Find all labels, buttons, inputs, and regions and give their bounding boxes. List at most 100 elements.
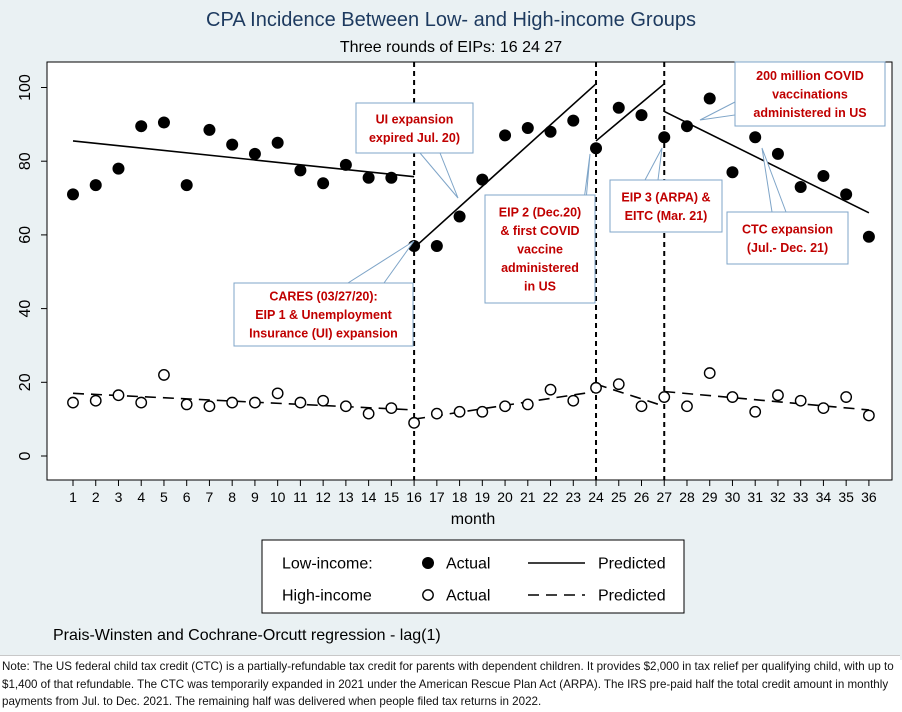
chart-canvas: CPA Incidence Between Low- and High-inco… bbox=[17, 9, 893, 644]
x-tick-label: 32 bbox=[770, 489, 786, 505]
x-tick-label: 10 bbox=[270, 489, 286, 505]
x-tick-label: 5 bbox=[160, 489, 168, 505]
low-income-actual-point bbox=[567, 114, 580, 127]
x-tick-label: 27 bbox=[656, 489, 672, 505]
low-income-actual-point bbox=[794, 180, 807, 193]
high-income-actual-point bbox=[317, 394, 330, 407]
high-income-actual-point bbox=[430, 407, 443, 420]
high-income-actual-point bbox=[294, 396, 307, 409]
low-income-actual-point bbox=[612, 101, 625, 114]
x-tick-label: 14 bbox=[361, 489, 377, 505]
low-income-actual-point bbox=[203, 123, 216, 136]
annotation-line: administered bbox=[501, 261, 579, 275]
chart-subtitle: Three rounds of EIPs: 16 24 27 bbox=[340, 39, 562, 56]
low-income-actual-point bbox=[339, 158, 352, 171]
high-income-predicted-line bbox=[72, 392, 415, 411]
low-income-actual-point bbox=[294, 164, 307, 177]
annotation-text: CARES (03/27/20): EIP 1 & Unemployment Ins… bbox=[249, 290, 398, 341]
regression-footnote: Prais-Winsten and Cochrane-Orcutt regres… bbox=[53, 627, 441, 644]
low-income-actual-point bbox=[521, 122, 534, 135]
legend-marker-filled bbox=[422, 557, 434, 569]
x-tick-label: 15 bbox=[384, 489, 400, 505]
low-income-actual-point bbox=[544, 125, 557, 138]
annotation-line: EIP 2 (Dec.20) bbox=[499, 206, 581, 220]
high-income-actual-point bbox=[158, 369, 170, 381]
annotation-line: EITC (Mar. 21) bbox=[625, 209, 708, 223]
low-income-actual-point bbox=[771, 147, 784, 160]
legend-row-label: Low-income: bbox=[282, 556, 373, 573]
high-income-actual-point bbox=[749, 405, 762, 418]
annotation-line: & first COVID bbox=[500, 224, 579, 238]
annotation-text: EIP 3 (ARPA) & EITC (Mar. 21) bbox=[621, 190, 710, 223]
legend-box bbox=[261, 539, 685, 614]
annotation-line: Insurance (UI) expansion bbox=[249, 327, 398, 341]
low-income-actual-point bbox=[112, 162, 125, 175]
x-tick-label: 31 bbox=[747, 489, 763, 505]
high-income-actual-point bbox=[612, 378, 625, 391]
low-income-actual-point bbox=[180, 179, 193, 192]
high-income-actual-point bbox=[453, 405, 466, 418]
callout-box bbox=[734, 61, 886, 127]
annotation-line: CARES (03/27/20): bbox=[269, 290, 377, 304]
annotation-line: administered in US bbox=[753, 106, 866, 120]
x-tick-label: 23 bbox=[565, 489, 581, 505]
legend-row-label: High-income bbox=[282, 588, 372, 605]
low-income-actual-point bbox=[67, 188, 79, 201]
chart-title: CPA Incidence Between Low- and High-inco… bbox=[206, 9, 696, 31]
x-tick-label: 3 bbox=[115, 489, 123, 505]
high-income-actual-point bbox=[863, 409, 875, 422]
low-income-predicted-line bbox=[595, 83, 665, 142]
low-income-actual-point bbox=[317, 177, 330, 190]
low-income-actual-point bbox=[749, 131, 762, 144]
x-tick-label: 2 bbox=[92, 489, 100, 505]
x-tick-label: 21 bbox=[520, 489, 536, 505]
annotation-line: CTC expansion bbox=[742, 222, 833, 236]
low-income-actual-point bbox=[89, 179, 102, 192]
x-tick-label: 4 bbox=[137, 489, 145, 505]
callout-box bbox=[355, 102, 474, 154]
low-income-actual-point bbox=[226, 138, 239, 151]
annotation-line: EIP 1 & Unemployment bbox=[255, 308, 392, 322]
high-income-actual-point bbox=[408, 416, 420, 429]
high-income-actual-point bbox=[203, 400, 216, 413]
low-income-actual-point bbox=[840, 188, 853, 201]
x-tick-label: 24 bbox=[588, 489, 604, 505]
low-income-actual-point bbox=[453, 210, 466, 223]
low-income-predicted-line bbox=[72, 140, 415, 178]
low-income-predicted-line bbox=[413, 83, 597, 249]
low-income-actual-point bbox=[385, 171, 398, 184]
legend-item-label: Predicted bbox=[598, 588, 666, 605]
y-tick-label: 0 bbox=[17, 451, 34, 460]
high-income-actual-point bbox=[271, 387, 284, 400]
low-income-actual-point bbox=[635, 109, 648, 122]
low-income-actual-point bbox=[862, 230, 875, 243]
high-income-actual-point bbox=[703, 367, 716, 379]
high-income-actual-point bbox=[567, 394, 580, 407]
high-income-actual-point bbox=[544, 383, 557, 396]
annotation-text: EIP 2 (Dec.20) & first COVID vaccine admini… bbox=[499, 206, 581, 294]
annotation-text: 200 million COVID vaccinations administere… bbox=[753, 69, 866, 120]
legend-item-label: Actual bbox=[446, 556, 490, 573]
x-tick-label: 25 bbox=[611, 489, 627, 505]
callout-box bbox=[484, 194, 596, 304]
low-income-actual-point bbox=[248, 147, 261, 160]
legend-marker-hollow bbox=[422, 589, 434, 601]
y-tick-label: 20 bbox=[17, 373, 34, 391]
x-tick-label: 28 bbox=[679, 489, 695, 505]
high-income-actual-point bbox=[135, 396, 148, 409]
high-income-actual-point bbox=[499, 400, 511, 413]
x-tick-label: 13 bbox=[338, 489, 354, 505]
x-tick-label: 7 bbox=[206, 489, 214, 505]
high-income-actual-point bbox=[180, 398, 193, 411]
legend-item-label: Actual bbox=[446, 588, 490, 605]
low-income-actual-point bbox=[726, 166, 739, 179]
high-income-actual-point bbox=[112, 389, 125, 402]
x-tick-label: 36 bbox=[861, 489, 877, 505]
y-tick-label: 80 bbox=[17, 152, 34, 170]
high-income-actual-point bbox=[772, 389, 784, 402]
x-tick-label: 29 bbox=[702, 489, 718, 505]
high-income-actual-point bbox=[794, 394, 807, 407]
footnote-note: Note: The US federal child tax credit (C… bbox=[0, 655, 900, 712]
high-income-actual-point bbox=[89, 394, 102, 407]
x-tick-label: 11 bbox=[293, 489, 308, 505]
